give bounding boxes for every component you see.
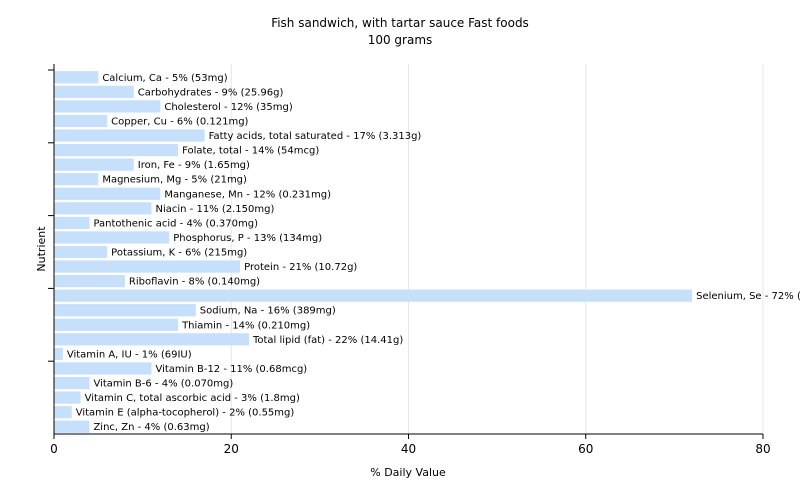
bar	[54, 260, 241, 273]
bar	[54, 114, 108, 128]
bar	[54, 202, 152, 215]
bar	[54, 231, 170, 244]
y-axis-label: Nutrient	[35, 226, 48, 272]
bar-label: Carbohydrates - 9% (25.96g)	[138, 87, 284, 98]
bar	[54, 333, 249, 346]
bar-label: Total lipid (fat) - 22% (14.41g)	[252, 335, 403, 346]
bar-label: Calcium, Ca - 5% (53mg)	[102, 73, 227, 84]
x-tick-label: 80	[755, 442, 770, 456]
bar	[54, 304, 196, 317]
bar	[54, 187, 161, 200]
bar-label: Cholesterol - 12% (35mg)	[164, 102, 293, 113]
bar-label: Magnesium, Mg - 5% (21mg)	[102, 175, 247, 186]
bar-label: Manganese, Mn - 12% (0.231mg)	[164, 189, 331, 200]
x-axis-label: % Daily Value	[370, 466, 446, 479]
bar-label: Vitamin B-12 - 11% (0.68mcg)	[155, 364, 307, 375]
x-tick-label: 60	[578, 442, 593, 456]
bar-label: Iron, Fe - 9% (1.65mg)	[138, 160, 250, 171]
bar-label: Protein - 21% (10.72g)	[244, 262, 357, 273]
bar	[54, 391, 81, 404]
x-tick-label: 0	[50, 442, 58, 456]
bar-label: Zinc, Zn - 4% (0.63mg)	[93, 422, 209, 433]
bar	[54, 173, 99, 186]
bar	[54, 143, 179, 157]
bar-label: Vitamin A, IU - 1% (69IU)	[67, 349, 192, 360]
bar-label: Pantothenic acid - 4% (0.370mg)	[93, 218, 258, 229]
bar	[54, 362, 152, 375]
chart-subtitle: 100 grams	[368, 33, 433, 47]
bar	[54, 289, 693, 302]
bar-label: Riboflavin - 8% (0.140mg)	[129, 277, 260, 288]
bar	[54, 245, 108, 259]
bar	[54, 347, 63, 361]
grid-lines	[230, 64, 764, 434]
bar-label: Vitamin E (alpha-tocopherol) - 2% (0.55m…	[76, 408, 295, 419]
axes: 0 20 40 60 80	[48, 64, 771, 456]
bar	[54, 376, 90, 390]
bars: Calcium, Ca - 5% (53mg) Carbohydrates - 9…	[54, 71, 800, 433]
bar	[54, 158, 134, 171]
bar-label: Vitamin B-6 - 4% (0.070mg)	[93, 379, 233, 390]
bar-label: Potassium, K - 6% (215mg)	[111, 248, 247, 259]
bar	[54, 420, 90, 433]
bar	[54, 216, 90, 229]
bar	[54, 100, 161, 113]
bar	[54, 85, 134, 98]
bar-label: Fatty acids, total saturated - 17% (3.31…	[209, 131, 422, 142]
x-tick-label: 20	[224, 442, 239, 456]
chart-title: Fish sandwich, with tartar sauce Fast fo…	[271, 16, 529, 30]
bar-label: Selenium, Se - 72% (50.6mcg)	[696, 291, 800, 302]
bar-label: Phosphorus, P - 13% (134mg)	[173, 233, 322, 244]
bar	[54, 71, 99, 84]
bar	[54, 406, 72, 419]
bar	[54, 318, 179, 331]
bar	[54, 129, 205, 142]
bar-label: Vitamin C, total ascorbic acid - 3% (1.8…	[85, 393, 300, 404]
bar	[54, 275, 125, 288]
bar-label: Thiamin - 14% (0.210mg)	[181, 320, 310, 331]
bar-label: Folate, total - 14% (54mcg)	[182, 146, 319, 157]
bar-label: Sodium, Na - 16% (389mg)	[200, 306, 336, 317]
x-tick-label: 40	[401, 442, 416, 456]
bar-label: Copper, Cu - 6% (0.121mg)	[111, 116, 248, 127]
bar-label: Niacin - 11% (2.150mg)	[155, 204, 274, 215]
